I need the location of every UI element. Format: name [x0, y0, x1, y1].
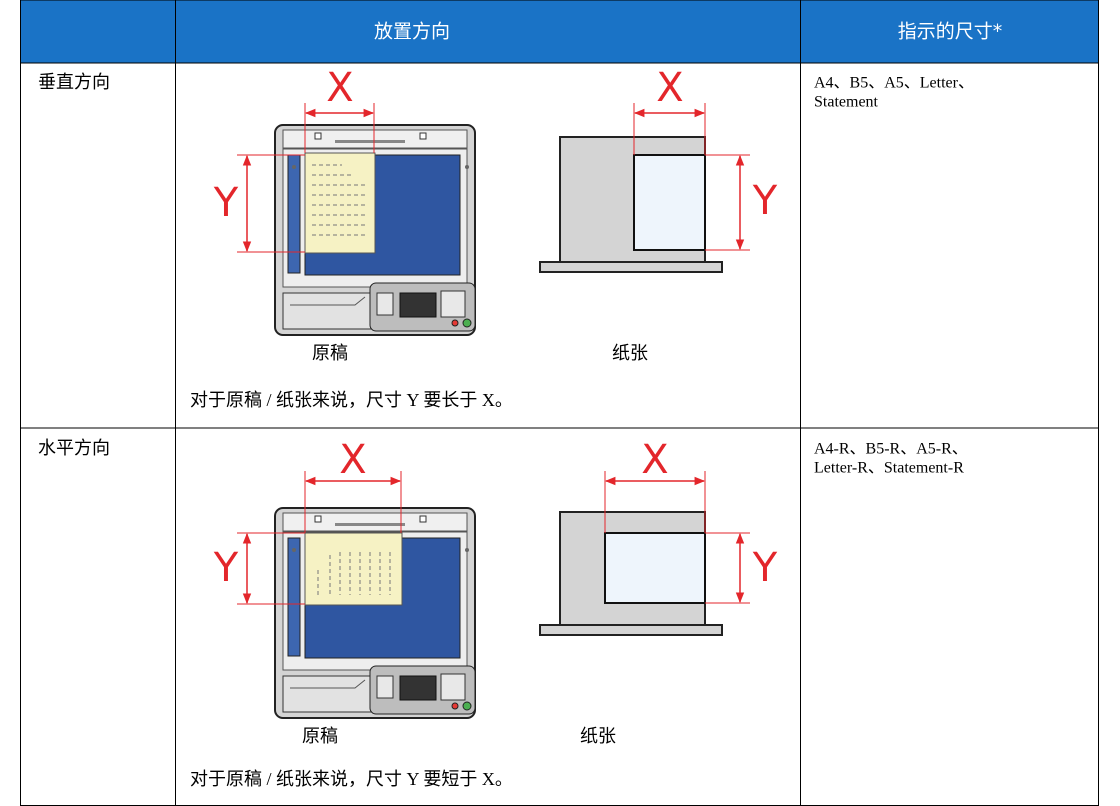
sizes: A4-R、B5-R、A5-R、 [814, 441, 968, 458]
caption: 纸张 [612, 343, 648, 363]
sizes: Letter-R、Statement-R [814, 460, 964, 477]
paper-diagram [539, 471, 750, 636]
dim-label: Y [752, 545, 778, 591]
header-bg [20, 0, 1099, 63]
row-label: 垂直方向 [38, 72, 110, 92]
dim-label: X [641, 437, 668, 483]
dim-label: Y [752, 178, 778, 224]
dim-label: Y [213, 180, 239, 226]
dim-label: X [339, 437, 366, 483]
original-diagram [237, 103, 476, 336]
dim-label: X [326, 65, 353, 111]
caption: 纸张 [580, 726, 616, 746]
sizes: Statement [814, 94, 879, 111]
note: 对于原稿 / 纸张来说，尺寸 Y 要长于 X。 [190, 390, 513, 410]
header-cell: 放置方向 [374, 21, 450, 43]
caption: 原稿 [302, 726, 338, 746]
row-label: 水平方向 [38, 438, 110, 458]
table-grid [20, 0, 1099, 806]
dim-label: X [656, 65, 683, 111]
header-cell: 指示的尺寸* [898, 21, 1003, 43]
original-diagram [237, 471, 476, 719]
note: 对于原稿 / 纸张来说，尺寸 Y 要短于 X。 [190, 769, 513, 789]
caption: 原稿 [312, 343, 348, 363]
sizes: A4、B5、A5、Letter、 [814, 75, 974, 92]
paper-diagram [539, 103, 750, 273]
dim-label: Y [213, 545, 239, 591]
